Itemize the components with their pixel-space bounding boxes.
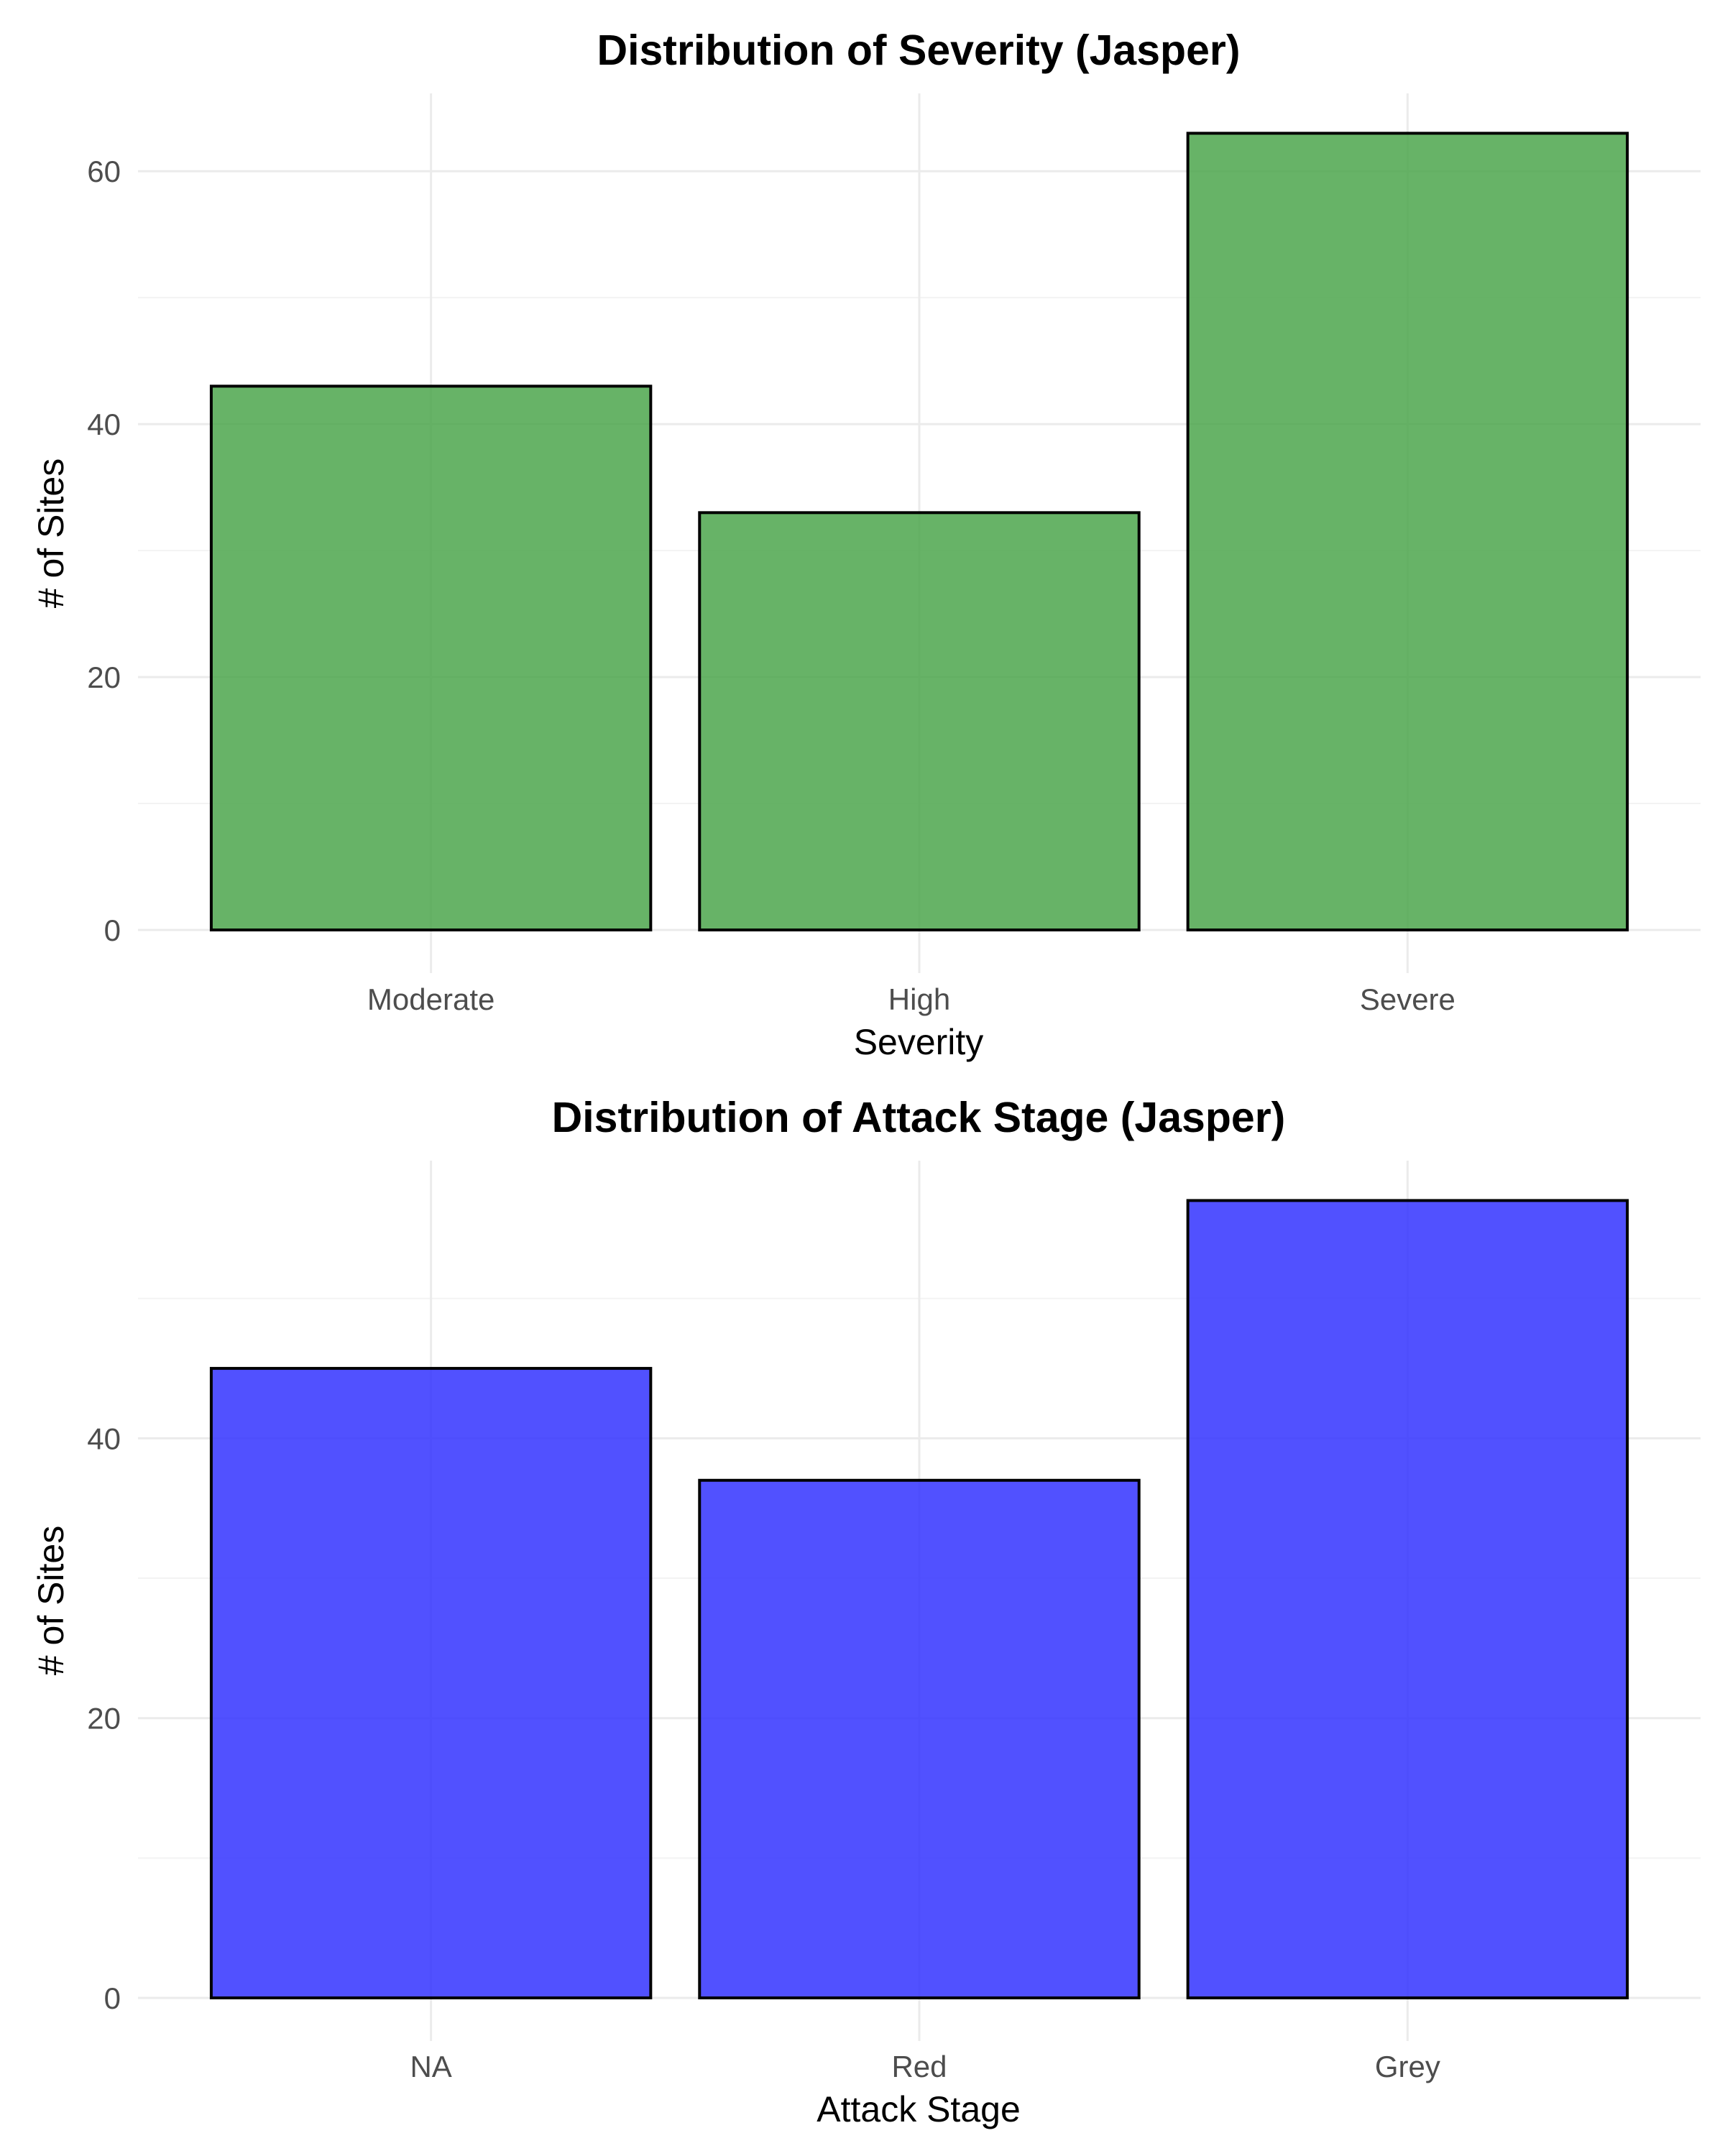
bar-severe <box>1186 132 1629 931</box>
y-tick-label: 40 <box>87 407 121 441</box>
y-tick-label: 60 <box>87 155 121 188</box>
y-axis-title: # of Sites <box>31 459 71 608</box>
y-tick-label: 20 <box>87 660 121 694</box>
x-axis-title: Attack Stage <box>816 2089 1021 2129</box>
severity-chart: Distribution of Severity (Jasper) 0 20 40 6… <box>31 27 1701 1062</box>
bars <box>209 132 1629 931</box>
x-tick-label: Red <box>891 2050 947 2083</box>
bar-na <box>209 1367 653 1999</box>
y-tick-label: 0 <box>104 913 121 947</box>
x-tick-label: High <box>888 982 950 1016</box>
y-tick-labels: 0 20 40 <box>87 1422 121 2015</box>
y-tick-labels: 0 20 40 60 <box>87 155 121 947</box>
x-axis-title: Severity <box>854 1022 984 1062</box>
x-tick-label: Grey <box>1375 2050 1440 2083</box>
y-tick-label: 40 <box>87 1422 121 1455</box>
attack-stage-chart: Distribution of Attack Stage (Jasper) 0 2… <box>31 1094 1701 2129</box>
x-tick-labels: Moderate High Severe <box>367 982 1455 1016</box>
x-tick-label: NA <box>410 2050 451 2083</box>
y-tick-label: 20 <box>87 1702 121 1736</box>
bar-high <box>698 511 1141 931</box>
chart-title: Distribution of Severity (Jasper) <box>597 27 1240 74</box>
bars <box>209 1199 1629 1999</box>
bar-moderate <box>209 384 653 931</box>
y-axis-title: # of Sites <box>31 1526 71 1675</box>
bar-red <box>698 1478 1141 1999</box>
x-tick-label: Severe <box>1360 982 1455 1016</box>
x-tick-labels: NA Red Grey <box>410 2050 1440 2083</box>
x-tick-label: Moderate <box>367 982 494 1016</box>
chart-title: Distribution of Attack Stage (Jasper) <box>552 1094 1286 1141</box>
y-tick-label: 0 <box>104 1981 121 2015</box>
bar-grey <box>1186 1199 1629 1999</box>
